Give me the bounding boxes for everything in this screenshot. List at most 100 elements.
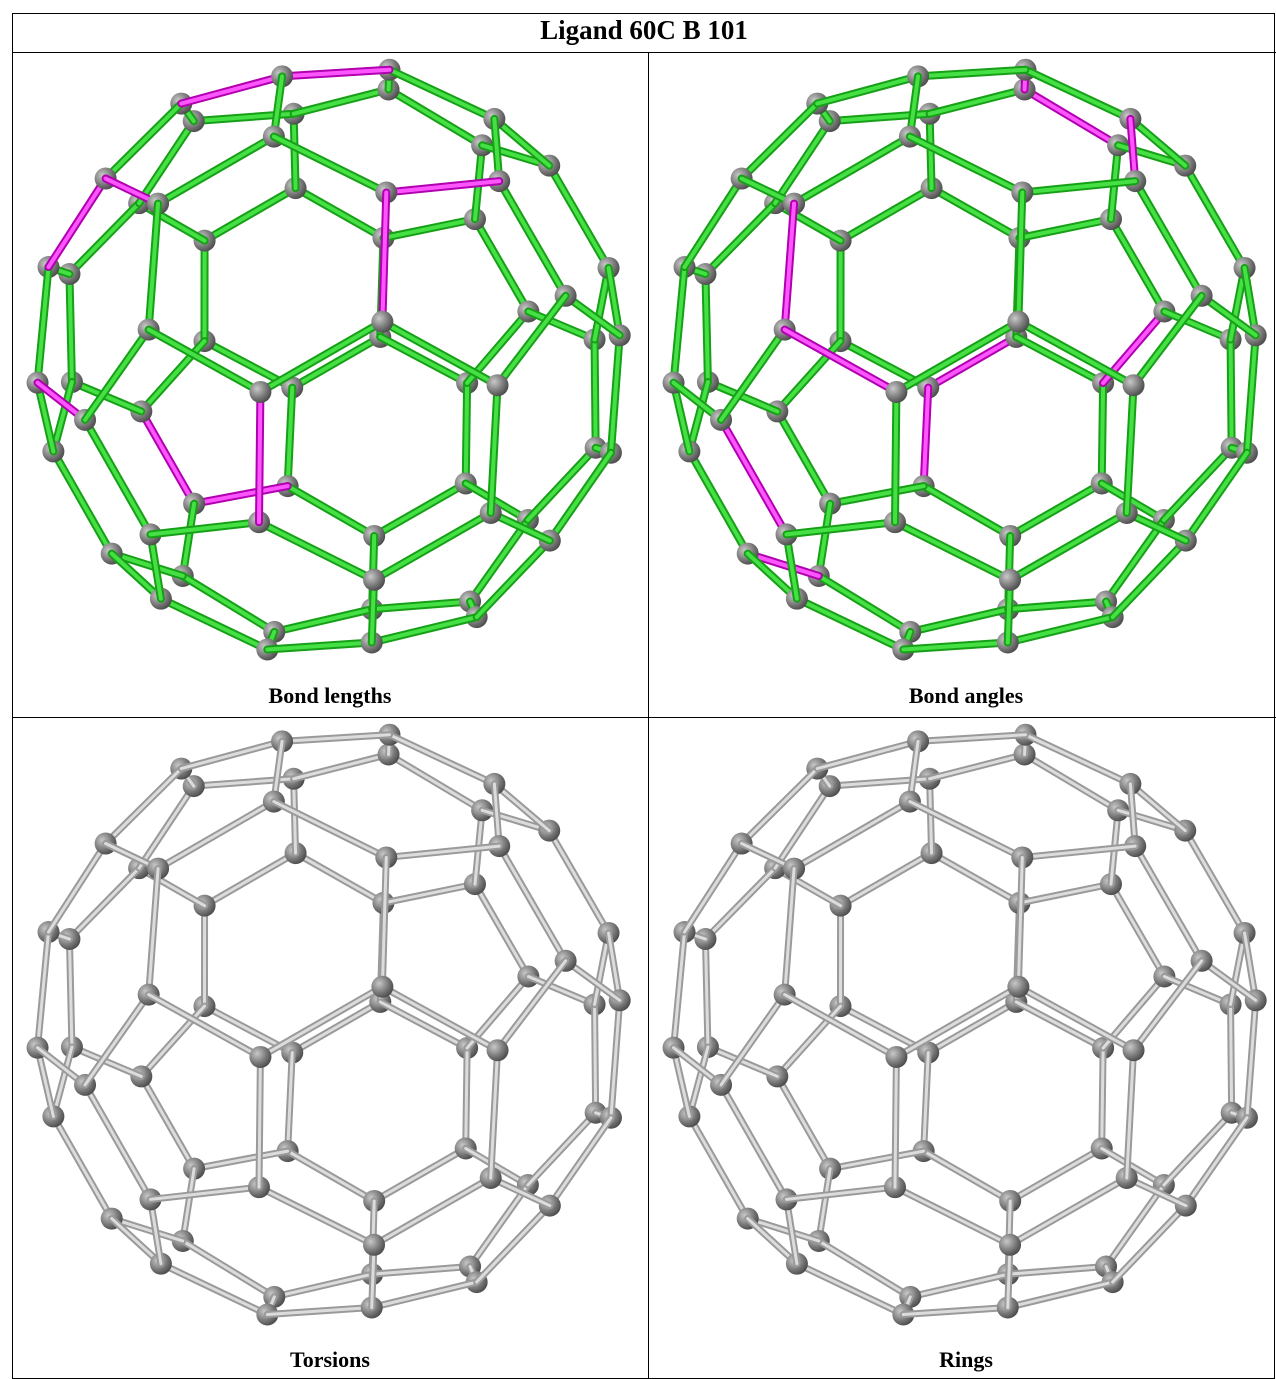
bond-highlight — [608, 333, 622, 455]
bond-highlight — [1020, 844, 1137, 859]
atom — [486, 374, 509, 397]
bond-highlight — [921, 484, 1013, 538]
bond-highlight — [67, 937, 74, 1049]
bond-highlight — [926, 334, 1019, 390]
bond-highlight — [1245, 998, 1258, 1120]
bond-highlight — [672, 930, 687, 1050]
bond-highlight — [1109, 882, 1166, 979]
bond-highlight — [1108, 217, 1167, 314]
molecule-panel: Bond lengths — [26, 58, 631, 708]
bond-highlight — [51, 449, 114, 556]
bond-highlight — [180, 501, 197, 578]
bond-highlight — [1110, 538, 1188, 620]
bond-highlight — [137, 784, 196, 870]
bond-highlight — [51, 1045, 74, 1118]
bond-highlight — [745, 551, 821, 578]
atom — [999, 568, 1022, 591]
bond-highlight — [1133, 179, 1204, 298]
bond-highlight — [926, 1000, 1018, 1055]
bond-highlight — [672, 1046, 691, 1118]
atom — [999, 1233, 1022, 1256]
bond-highlight — [609, 998, 622, 1120]
bond-highlight — [83, 417, 153, 537]
bond-highlight — [497, 844, 568, 963]
bond-highlight — [370, 599, 473, 612]
bond-highlight — [894, 319, 1021, 394]
panel-caption: Bond lengths — [269, 683, 392, 708]
bond-highlight — [592, 337, 598, 450]
bond-highlight — [1008, 1146, 1104, 1203]
bond-highlight — [179, 74, 285, 106]
bond-highlight — [492, 116, 552, 168]
bond-highlight — [792, 800, 912, 871]
bond-highlight — [828, 1149, 926, 1171]
bond-highlight — [1124, 383, 1136, 515]
bond-highlight — [564, 959, 622, 1002]
bond-highlight — [1128, 782, 1187, 833]
bond-highlight — [51, 380, 74, 454]
bond-highlight — [1005, 615, 1115, 645]
bond-highlight — [548, 1116, 613, 1208]
bond-highlight — [719, 417, 789, 537]
bond-highlight — [46, 176, 108, 270]
bond-highlight — [1016, 190, 1025, 324]
bond-highlight — [1133, 844, 1204, 963]
bond-highlight — [1006, 1265, 1108, 1276]
bond-highlight — [930, 851, 1021, 905]
bond-highlight — [83, 1083, 153, 1201]
bond-highlight — [1100, 1046, 1105, 1150]
bond-highlight — [1008, 510, 1129, 582]
bond-highlight — [1099, 481, 1166, 523]
bond-highlight — [892, 389, 899, 525]
bond-highlight — [563, 293, 622, 338]
bond-highlight — [703, 866, 777, 941]
bond-highlight — [380, 319, 500, 388]
bond-highlight — [922, 1149, 1012, 1203]
bond-highlight — [69, 380, 144, 414]
bond-highlight — [783, 993, 898, 1059]
bond-highlight — [815, 74, 921, 106]
bond-highlight — [372, 1176, 493, 1247]
atom — [363, 1233, 386, 1256]
bond-highlight — [922, 1051, 930, 1153]
bond-highlight — [280, 733, 391, 743]
bond-highlight — [839, 851, 934, 908]
bond-highlight — [495, 293, 568, 388]
bond-highlight — [687, 380, 710, 454]
bond-highlight — [928, 752, 1027, 781]
bond-highlight — [908, 800, 1024, 859]
bond-highlight — [1017, 217, 1113, 240]
bond-highlight — [1023, 67, 1133, 121]
bond-highlight — [192, 1149, 290, 1171]
bond-highlight — [1023, 752, 1120, 812]
bond-highlight — [67, 201, 142, 277]
bond-highlight — [1008, 1176, 1129, 1247]
bond-highlight — [256, 389, 263, 525]
bond-highlight — [378, 1000, 469, 1050]
bond-highlight — [746, 1217, 799, 1266]
bond-highlight — [1008, 481, 1104, 538]
bond-highlight — [1132, 959, 1204, 1052]
bond-highlight — [110, 1217, 185, 1243]
bond-highlight — [1244, 333, 1258, 455]
bond-highlight — [1200, 959, 1258, 1002]
bond-highlight — [671, 265, 687, 385]
bond-highlight — [547, 829, 611, 935]
bond-highlight — [370, 1280, 479, 1310]
panel-caption: Rings — [939, 1347, 993, 1372]
bond-highlight — [593, 1003, 598, 1115]
bond-highlight — [381, 882, 477, 905]
bond-highlight — [378, 334, 470, 385]
bond-highlight — [687, 449, 750, 556]
bond-highlight — [110, 1217, 163, 1266]
bond-highlight — [293, 186, 386, 240]
bond-highlight — [817, 1239, 912, 1299]
bond-highlight — [192, 484, 290, 506]
bond-highlight — [372, 1146, 468, 1203]
bond-highlight — [928, 777, 934, 855]
bond-highlight — [901, 640, 1010, 652]
bond-highlight — [372, 481, 468, 538]
atom — [363, 568, 386, 591]
bond-highlight — [257, 1185, 376, 1247]
bond-highlight — [1183, 163, 1247, 270]
